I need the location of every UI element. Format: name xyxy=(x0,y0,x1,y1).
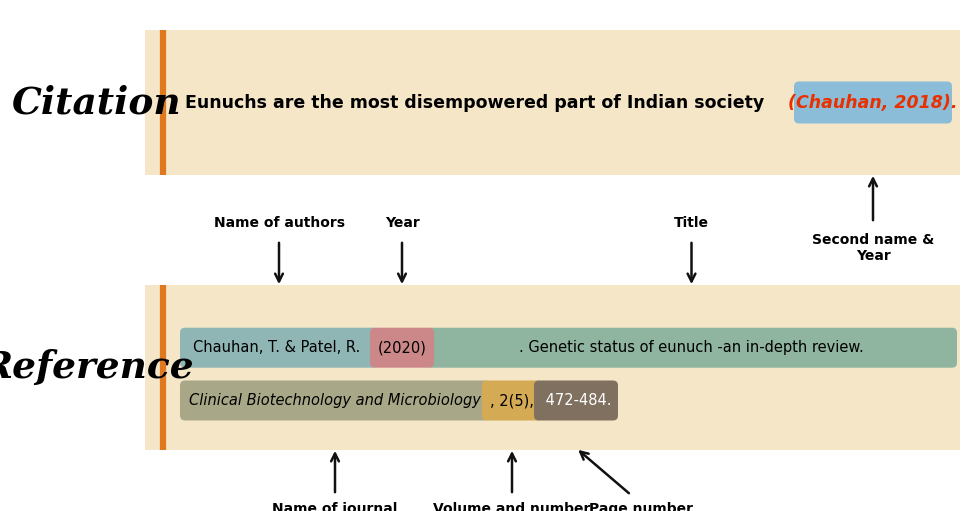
Text: , 2(5),: , 2(5), xyxy=(490,393,534,408)
Text: Reference: Reference xyxy=(0,349,195,386)
Text: (2020): (2020) xyxy=(378,340,426,355)
Text: (Chauhan, 2018).: (Chauhan, 2018). xyxy=(788,94,957,111)
Text: . Genetic status of eunuch -an in-depth review.: . Genetic status of eunuch -an in-depth … xyxy=(520,340,864,355)
FancyBboxPatch shape xyxy=(145,30,960,175)
Text: Page number: Page number xyxy=(589,502,693,511)
FancyBboxPatch shape xyxy=(370,328,434,368)
FancyBboxPatch shape xyxy=(482,381,542,421)
Text: Second name &
Year: Second name & Year xyxy=(811,233,934,263)
Text: Name of authors: Name of authors xyxy=(213,216,344,230)
FancyBboxPatch shape xyxy=(180,328,378,368)
Text: Title: Title xyxy=(674,216,709,230)
Text: Name of journal: Name of journal xyxy=(272,502,398,511)
Text: Year: Year xyxy=(384,216,419,230)
Text: Eunuchs are the most disempowered part of Indian society: Eunuchs are the most disempowered part o… xyxy=(185,94,771,111)
FancyBboxPatch shape xyxy=(426,328,957,368)
FancyBboxPatch shape xyxy=(794,81,952,124)
FancyBboxPatch shape xyxy=(534,381,618,421)
Text: Chauhan, T. & Patel, R.: Chauhan, T. & Patel, R. xyxy=(193,340,365,355)
Text: Clinical Biotechnology and Microbiology: Clinical Biotechnology and Microbiology xyxy=(189,393,481,408)
Text: 472-484.: 472-484. xyxy=(541,393,611,408)
Text: Volume and number: Volume and number xyxy=(433,502,591,511)
Text: Citation: Citation xyxy=(13,84,182,121)
FancyBboxPatch shape xyxy=(145,285,960,450)
FancyBboxPatch shape xyxy=(180,381,490,421)
